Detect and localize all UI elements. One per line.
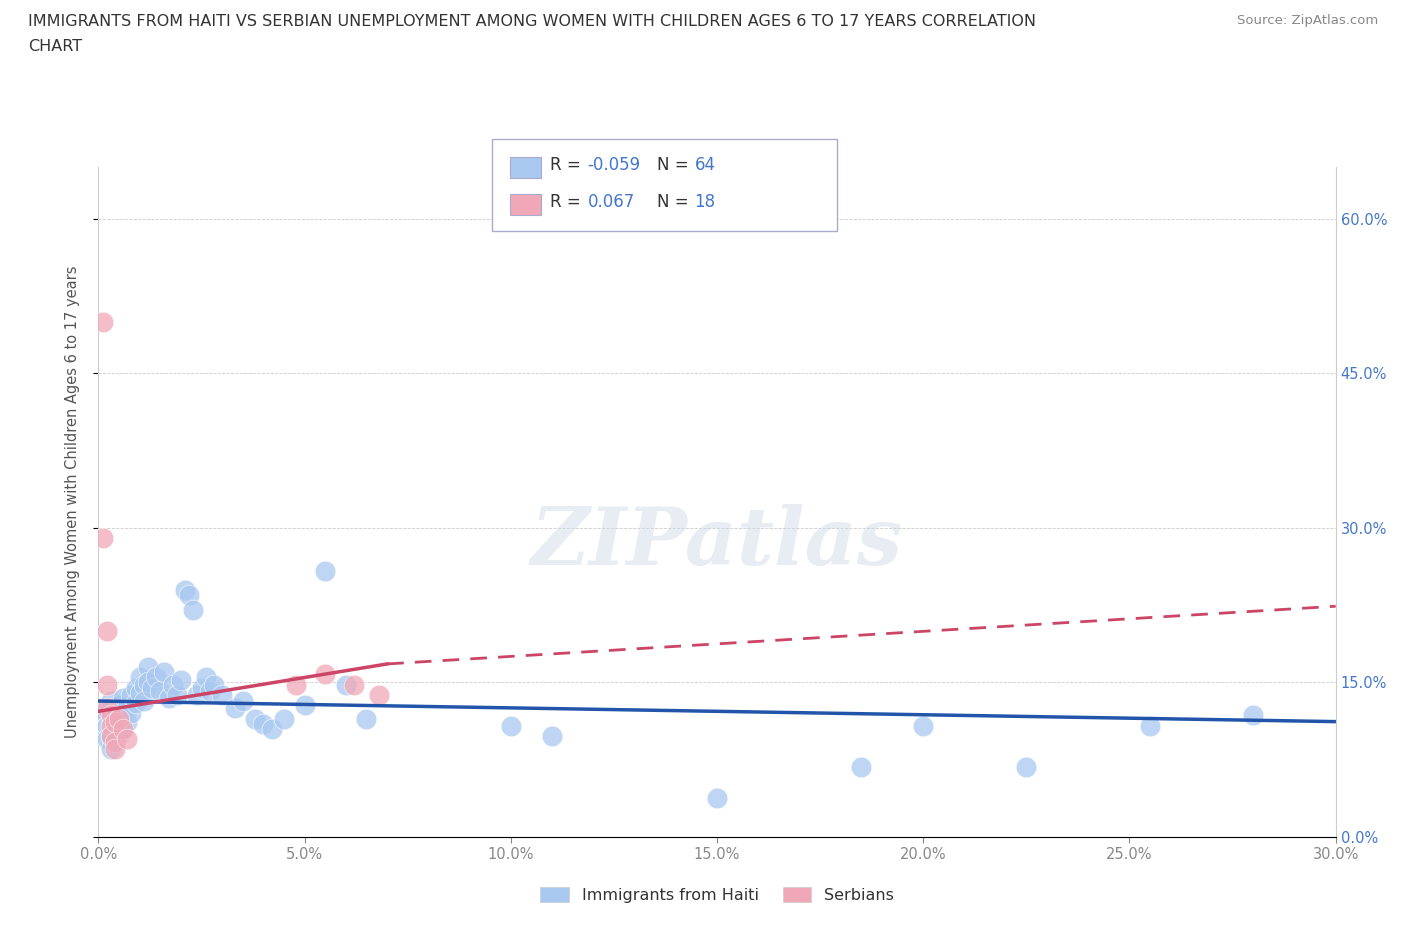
Point xyxy=(179,588,201,603)
Point xyxy=(117,714,139,729)
Point xyxy=(211,687,233,702)
Point xyxy=(706,790,728,805)
Point xyxy=(285,677,308,692)
Text: 18: 18 xyxy=(695,193,716,211)
Point xyxy=(224,701,246,716)
Point xyxy=(100,718,122,733)
Point xyxy=(112,690,135,705)
Point xyxy=(108,726,131,741)
Point xyxy=(96,732,118,747)
Point xyxy=(112,722,135,737)
Point xyxy=(186,687,208,702)
Text: Source: ZipAtlas.com: Source: ZipAtlas.com xyxy=(1237,14,1378,27)
Point xyxy=(541,728,564,743)
Point xyxy=(153,665,176,680)
Point xyxy=(124,696,146,711)
Point xyxy=(202,677,225,692)
Point xyxy=(335,677,357,692)
Point xyxy=(232,694,254,709)
Point xyxy=(149,684,172,698)
Point xyxy=(198,684,221,698)
Text: N =: N = xyxy=(657,193,693,211)
Point xyxy=(104,716,127,731)
Point xyxy=(252,716,274,731)
Point xyxy=(100,711,122,726)
Point xyxy=(96,708,118,723)
Point xyxy=(108,698,131,712)
Point xyxy=(108,711,131,726)
Point xyxy=(260,722,283,737)
Point xyxy=(104,742,127,757)
Point xyxy=(104,735,127,750)
Point xyxy=(91,531,114,546)
Point xyxy=(190,680,212,695)
Point xyxy=(243,711,266,726)
Point xyxy=(117,732,139,747)
Point xyxy=(91,701,114,716)
Y-axis label: Unemployment Among Women with Children Ages 6 to 17 years: Unemployment Among Women with Children A… xyxy=(65,266,80,738)
Point xyxy=(145,670,167,684)
Point xyxy=(157,690,180,705)
Point xyxy=(912,718,935,733)
Point xyxy=(128,670,150,684)
Point xyxy=(91,314,114,329)
Point xyxy=(96,623,118,638)
Point xyxy=(1015,760,1038,775)
Text: R =: R = xyxy=(550,193,591,211)
Point xyxy=(100,728,122,743)
Text: ZIPatlas: ZIPatlas xyxy=(531,504,903,581)
Point xyxy=(112,708,135,723)
Point xyxy=(132,694,155,709)
Point xyxy=(96,718,118,733)
Text: R =: R = xyxy=(550,155,586,174)
Text: IMMIGRANTS FROM HAITI VS SERBIAN UNEMPLOYMENT AMONG WOMEN WITH CHILDREN AGES 6 T: IMMIGRANTS FROM HAITI VS SERBIAN UNEMPLO… xyxy=(28,14,1036,29)
Point xyxy=(104,706,127,721)
Point xyxy=(162,677,184,692)
Point xyxy=(181,603,204,618)
Point xyxy=(851,760,873,775)
Point xyxy=(128,685,150,700)
Point xyxy=(112,722,135,737)
Point xyxy=(136,659,159,674)
Point xyxy=(174,582,197,597)
Point xyxy=(100,742,122,757)
Point xyxy=(343,677,366,692)
Point xyxy=(367,687,389,702)
Point xyxy=(499,718,522,733)
Point xyxy=(100,708,122,723)
Text: -0.059: -0.059 xyxy=(588,155,641,174)
Point xyxy=(117,701,139,716)
Point xyxy=(356,711,378,726)
Point xyxy=(104,714,127,729)
Point xyxy=(100,694,122,709)
Point xyxy=(120,706,142,721)
Legend: Immigrants from Haiti, Serbians: Immigrants from Haiti, Serbians xyxy=(534,881,900,910)
Point xyxy=(96,701,118,716)
Point xyxy=(124,680,146,695)
Point xyxy=(314,564,336,578)
Point xyxy=(1241,708,1264,723)
Point xyxy=(104,735,127,750)
Point xyxy=(100,728,122,743)
Point xyxy=(1139,718,1161,733)
Text: N =: N = xyxy=(657,155,693,174)
Point xyxy=(273,711,295,726)
Point xyxy=(166,687,188,702)
Point xyxy=(120,687,142,702)
Point xyxy=(314,667,336,682)
Point xyxy=(194,670,217,684)
Point xyxy=(136,675,159,690)
Text: 64: 64 xyxy=(695,155,716,174)
Point xyxy=(96,677,118,692)
Point xyxy=(170,673,193,688)
Text: 0.067: 0.067 xyxy=(588,193,636,211)
Point xyxy=(132,677,155,692)
Point xyxy=(108,711,131,726)
Point xyxy=(141,680,163,695)
Text: CHART: CHART xyxy=(28,39,82,54)
Point xyxy=(294,698,316,712)
